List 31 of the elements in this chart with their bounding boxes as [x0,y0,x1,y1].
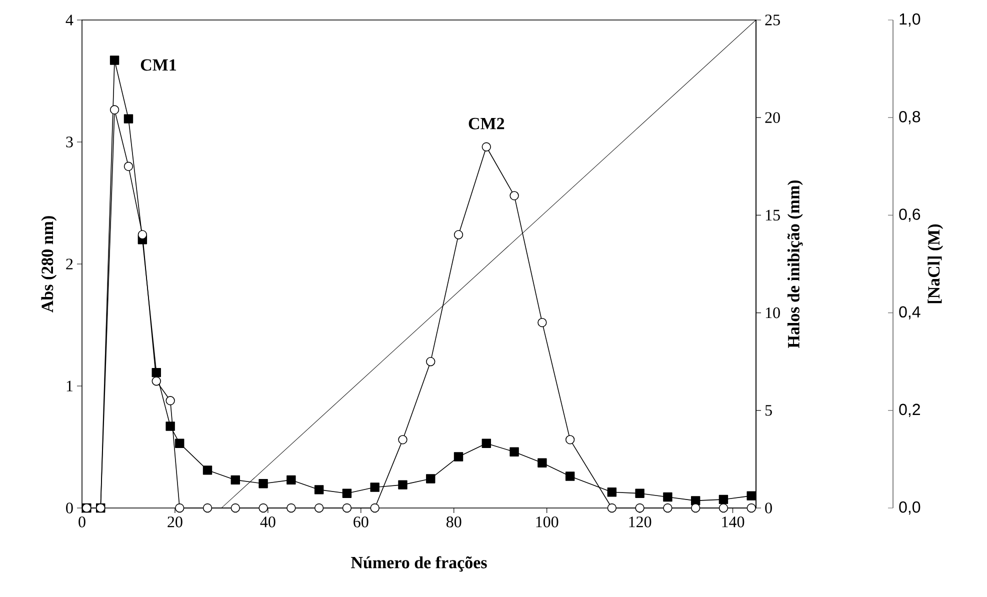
x-tick-label: 100 [536,516,558,528]
x-axis-title: Número de frações [351,556,487,572]
y2-tick-label: 20 [765,112,780,123]
y3-tick-label: 0,4 [899,306,920,320]
x-tick-label: 20 [168,516,182,528]
x-tick-label: 120 [629,516,652,528]
y2-tick-label: 0 [765,502,772,514]
y-tick-label: 0 [66,502,73,514]
y2-tick-label: 5 [765,405,772,416]
x-tick-label: 40 [260,516,276,528]
annotation: CM1 [140,59,176,71]
y2-axis-title: Halos de inibição (mm) [787,180,803,348]
y3-tick-label: 1,0 [900,13,920,27]
x-tick-label: 0 [78,516,86,528]
x-tick-label: 60 [354,516,368,528]
y3-tick-label: 0,8 [899,110,920,124]
x-tick-label: 80 [446,516,462,528]
y3-tick-label: 0,2 [899,404,920,417]
y-tick-label: 4 [66,14,74,26]
y3-tick-label: 0,0 [899,501,920,515]
y-axis-title: Abs (280 nm) [41,216,57,312]
annotation: CM2 [468,118,504,130]
y2-tick-label: 10 [766,307,780,318]
y2-tick-label: 25 [765,14,780,26]
y-tick-label: 1 [66,380,73,392]
y-tick-label: 3 [66,136,73,148]
y3-tick-label: 0,6 [899,208,920,222]
y2-tick-label: 15 [766,210,780,221]
y3-axis-title: [NaCl] (M) [928,224,944,304]
x-tick-label: 140 [722,516,744,528]
y-tick-label: 2 [66,258,73,270]
